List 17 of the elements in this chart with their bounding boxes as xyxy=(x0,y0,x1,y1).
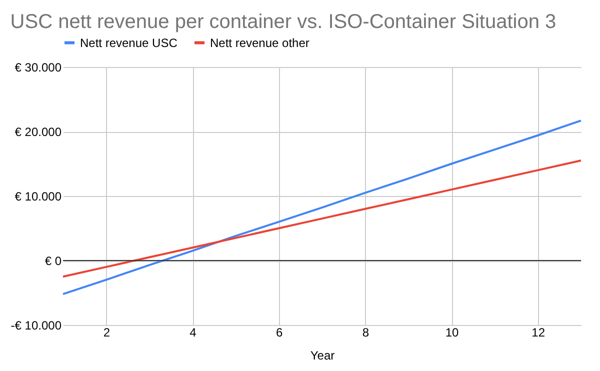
x-tick-label: 12 xyxy=(532,326,546,340)
y-tick-label: € 20.000 xyxy=(14,125,62,139)
legend-label: Nett revenue other xyxy=(210,36,310,50)
x-axis-title: Year xyxy=(310,348,335,362)
y-tick-label: € 10.000 xyxy=(14,190,62,204)
x-tick-label: 10 xyxy=(445,326,459,340)
x-tick-label: 4 xyxy=(190,326,197,340)
x-tick-label: 6 xyxy=(276,326,283,340)
chart-title: USC nett revenue per container vs. ISO-Container Situation 3 xyxy=(10,11,556,33)
y-tick-label: -€ 10.000 xyxy=(10,318,62,332)
legend-label: Nett revenue USC xyxy=(80,36,178,50)
y-tick-label: € 0 xyxy=(44,254,62,268)
x-tick-label: 8 xyxy=(362,326,370,340)
line-series xyxy=(62,120,582,296)
line-series xyxy=(62,160,582,278)
y-tick-label: € 30.000 xyxy=(14,60,62,74)
x-tick-label: 2 xyxy=(103,326,110,340)
